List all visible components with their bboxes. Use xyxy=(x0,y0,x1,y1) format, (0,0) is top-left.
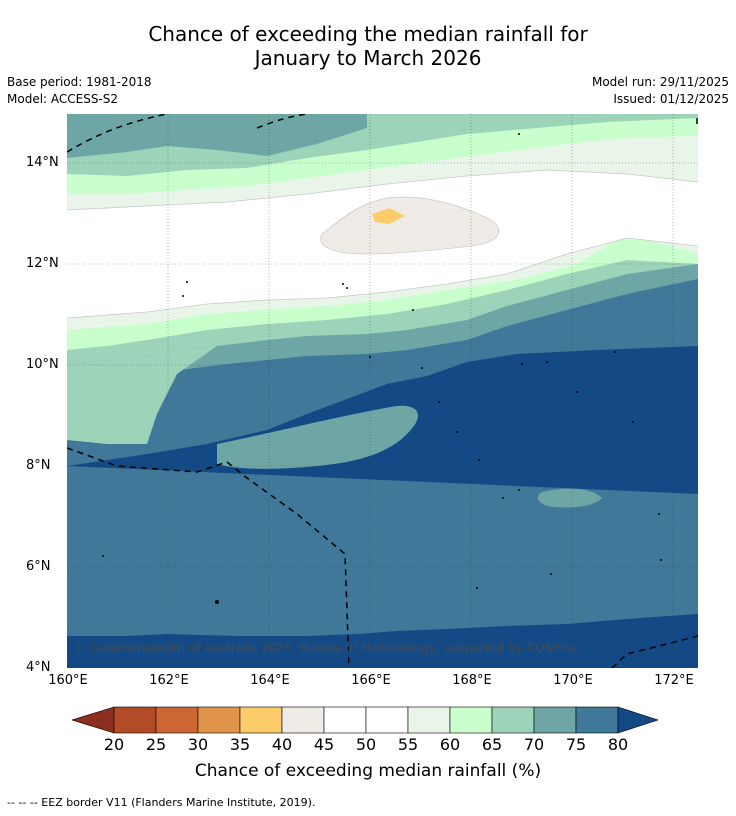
lon-label-168e: 168°E xyxy=(452,673,492,688)
blob-35-40 xyxy=(372,208,405,224)
lat-label-8n: 8°N xyxy=(26,458,51,473)
colorbar-cell-75-80 xyxy=(575,706,619,734)
colorbar-cell-20-25 xyxy=(113,706,157,734)
colorbar-cell-30-35 xyxy=(197,706,241,734)
blob-40-45 xyxy=(320,196,500,255)
colorbar-tick-60: 60 xyxy=(439,735,461,754)
colorbar-cell-65-70 xyxy=(491,706,535,734)
forecast-map[interactable]: © Commonwealth of Australia 2025, Bureau… xyxy=(67,114,698,668)
band-70-75-north xyxy=(67,114,367,158)
lat-label-12n: 12°N xyxy=(26,256,59,271)
blob-70-75-east xyxy=(537,488,602,508)
colorbar-tick-30: 30 xyxy=(187,735,209,754)
lon-label-164e: 164°E xyxy=(250,673,290,688)
colorbar-cell-25-30 xyxy=(155,706,199,734)
eez-legend: -- -- -- EEZ border V11 (Flanders Marine… xyxy=(7,796,316,809)
model-run: Model run: 29/11/2025 xyxy=(591,75,729,89)
colorbar-cell-40-45 xyxy=(281,706,325,734)
colorbar-tick-70: 70 xyxy=(523,735,545,754)
colorbar-tick-80: 80 xyxy=(607,735,629,754)
colorbar-tick-40: 40 xyxy=(271,735,293,754)
colorbar-title: Chance of exceeding median rainfall (%) xyxy=(194,761,542,781)
colorbar-extend-low xyxy=(72,706,115,734)
contour-line-1 xyxy=(67,237,698,319)
colorbar-tick-45: 45 xyxy=(313,735,335,754)
issued-date: Issued: 01/12/2025 xyxy=(613,92,729,106)
lat-label-4n: 4°N xyxy=(26,660,51,675)
gridlines xyxy=(67,114,698,668)
title-line-1: Chance of exceeding the median rainfall … xyxy=(148,22,588,46)
colorbar-tick-55: 55 xyxy=(397,735,419,754)
colorbar-extend-high xyxy=(617,706,659,734)
lat-label-6n: 6°N xyxy=(26,559,51,574)
band-65-70-west xyxy=(67,346,217,444)
colorbar xyxy=(72,706,659,734)
colorbar-cell-60-65 xyxy=(449,706,493,734)
chart-title: Chance of exceeding the median rainfall … xyxy=(0,22,736,70)
copyright-notice: © Commonwealth of Australia 2025, Bureau… xyxy=(75,641,581,655)
colorbar-tick-65: 65 xyxy=(481,735,503,754)
colorbar-cell-45-50 xyxy=(323,706,367,734)
meta-right: Model run: 29/11/2025 Issued: 01/12/2025 xyxy=(592,74,729,108)
contour-line-2 xyxy=(67,169,698,211)
model-name: Model: ACCESS-S2 xyxy=(7,92,119,106)
meta-left: Base period: 1981-2018 Model: ACCESS-S2 xyxy=(7,74,152,108)
colorbar-cell-55-60 xyxy=(407,706,451,734)
lat-label-10n: 10°N xyxy=(26,357,59,372)
lon-label-172e: 172°E xyxy=(654,673,694,688)
eez-border xyxy=(67,114,698,668)
blob-70-75-mid xyxy=(217,405,418,469)
lon-label-162e: 162°E xyxy=(149,673,189,688)
band-75-80-lower xyxy=(67,466,698,636)
lon-label-170e: 170°E xyxy=(553,673,593,688)
lat-label-14n: 14°N xyxy=(26,155,59,170)
colorbar-cell-35-40 xyxy=(239,706,283,734)
colorbar-tick-25: 25 xyxy=(145,735,167,754)
base-period: Base period: 1981-2018 xyxy=(7,75,152,89)
title-line-2: January to March 2026 xyxy=(254,46,482,70)
lon-label-166e: 166°E xyxy=(351,673,391,688)
colorbar-cells xyxy=(72,706,659,734)
map-canvas xyxy=(67,114,698,668)
colorbar-cell-50-55 xyxy=(365,706,409,734)
islands xyxy=(102,133,662,604)
colorbar-tick-50: 50 xyxy=(355,735,377,754)
colorbar-tick-20: 20 xyxy=(103,735,125,754)
colorbar-tick-35: 35 xyxy=(229,735,251,754)
lon-label-160e: 160°E xyxy=(48,673,88,688)
colorbar-cell-70-75 xyxy=(533,706,577,734)
colorbar-tick-75: 75 xyxy=(565,735,587,754)
